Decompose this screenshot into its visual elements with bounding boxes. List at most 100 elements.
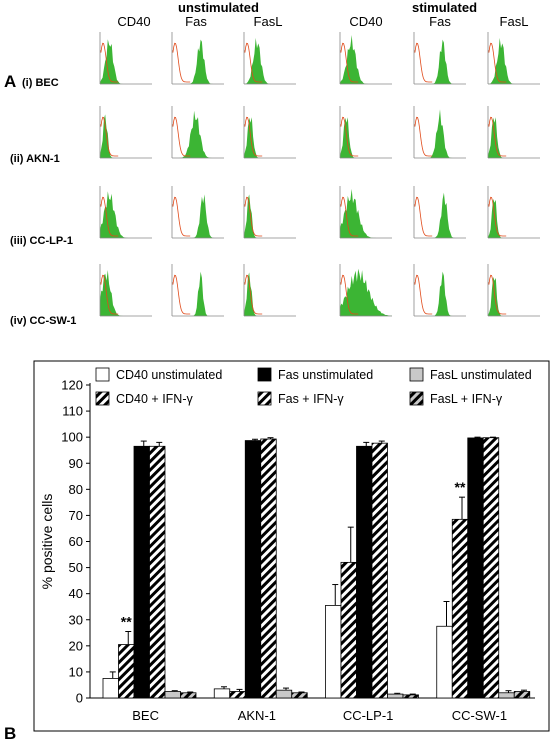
bar-cc-sw-1-series-4 [498,692,515,699]
col-header-fas-stim: Fas [429,14,451,29]
bar-bec-series-4 [164,691,181,699]
col-header-fas-unstim: Fas [185,14,207,29]
histogram-fill [340,268,392,316]
bar-cc-sw-1-series-5 [513,691,531,699]
histogram-1-3 [339,106,392,159]
bar-akn-1-series-3 [260,438,277,699]
histogram-control-line [340,196,359,237]
group-header-stimulated: stimulated [412,0,478,15]
bar-cc-sw-1-series-1 [451,518,469,699]
histogram-fill [414,39,466,84]
histogram-3-0 [99,264,152,317]
histogram-0-2 [243,32,296,85]
histogram-0-4 [413,32,466,85]
category-label-akn-1: AKN-1 [238,708,276,723]
row-label-bec: (i) BEC [22,77,59,89]
legend-swatch [409,391,424,406]
histogram-2-2 [243,186,296,239]
histogram-fill [244,272,296,316]
legend-label: FasL + IFN-γ [430,392,503,406]
histogram-control-line [244,42,263,83]
histogram-0-5 [487,32,540,85]
histogram-2-1 [171,186,224,239]
histogram-control-line [488,274,507,315]
histogram-control-line [340,274,359,315]
category-label-cc-sw-1: CC-SW-1 [452,708,507,723]
histogram-control-line [414,196,433,237]
bar-cc-lp-1-series-1 [340,561,357,699]
histogram-control-line [488,42,507,83]
histogram-fill [340,35,392,84]
histogram-control-line [172,116,191,157]
bar-cc-sw-1-series-3 [482,437,500,699]
histogram-2-4 [413,186,466,239]
y-tick-label: 0 [76,691,83,706]
y-tick-label: 50 [69,560,83,575]
histogram-1-0 [99,106,152,159]
bar-cc-lp-1-series-0 [325,605,342,699]
legend-label: Fas unstimulated [278,368,373,382]
histogram-control-line [414,274,433,315]
bar-cc-lp-1-series-4 [387,693,404,699]
histogram-control-line [100,274,119,315]
histogram-control-line [100,196,119,237]
legend-label: FasL unstimulated [430,368,532,382]
y-tick-label: 120 [61,378,83,393]
histogram-3-2 [243,264,296,317]
category-label-cc-lp-1: CC-LP-1 [343,708,394,723]
histogram-fill [488,37,540,84]
bar-chart: 0 10 20 30 40 50 60 70 80 90 100 110 120 % positive c… [33,360,550,732]
histogram-3-4 [413,264,466,317]
histogram-fill [414,109,466,158]
legend-swatch [409,367,424,382]
bar-cc-sw-1-series-2 [467,437,484,699]
legend-label: Fas + IFN-γ [278,392,344,406]
col-header-cd40-unstim: CD40 [117,14,151,29]
histogram-control-line [100,42,119,83]
col-header-cd40-stim: CD40 [349,14,383,29]
legend-swatch [257,391,272,406]
bar-cc-sw-1-series-0 [436,625,453,699]
histogram-fill [414,192,466,238]
histogram-control-line [244,116,263,157]
histogram-fill [488,198,540,238]
histogram-0-0 [99,32,152,85]
y-tick-label: 10 [69,664,83,679]
legend-swatch [95,391,110,406]
histogram-3-1 [171,264,224,317]
group-header-unstimulated: unstimulated [178,0,259,15]
histogram-1-5 [487,106,540,159]
y-axis-title: % positive cells [39,494,55,590]
bar-akn-1-series-4 [275,689,293,699]
histogram-control-line [414,42,433,83]
y-tick-label: 110 [62,404,83,419]
significance-annotation: ** [455,479,466,495]
histogram-3-5 [487,264,540,317]
histogram-control-line [172,274,191,315]
bar-akn-1-series-0 [213,688,231,699]
legend-swatch [95,367,110,382]
legend-swatch [257,367,272,382]
histogram-fill [100,39,152,84]
y-tick-label: 60 [69,534,83,549]
histogram-fill [172,110,224,158]
row-label-akn1: (ii) AKN-1 [10,153,60,165]
row-label-ccsw1: (iv) CC-SW-1 [10,315,77,327]
histogram-2-0 [99,186,152,239]
histogram-control-line [488,116,507,157]
row-label-cclp1: (iii) CC-LP-1 [10,235,73,247]
legend-label: CD40 unstimulated [116,368,222,382]
histogram-fill [172,271,224,316]
histogram-control-line [340,116,359,157]
histogram-control-line [340,42,359,83]
bar-akn-1-series-2 [244,440,262,699]
histogram-fill [340,117,392,158]
histogram-fill [100,270,152,316]
bar-bec-series-0 [102,678,119,699]
bar-cc-lp-1-series-5 [402,694,419,699]
y-tick-label: 70 [69,508,83,523]
bar-cc-lp-1-series-2 [356,445,373,699]
histogram-0-1 [171,32,224,85]
histogram-fill [100,191,152,238]
histogram-0-3 [339,32,392,85]
